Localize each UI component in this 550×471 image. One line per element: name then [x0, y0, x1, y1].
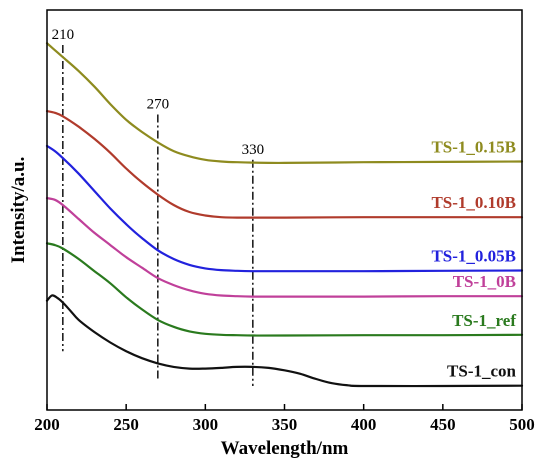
x-tick-label: 200 — [34, 415, 60, 434]
x-tick-label: 450 — [430, 415, 456, 434]
series-label-ts-1-0-15b: TS-1_0.15B — [431, 138, 516, 157]
series-label-ts-1-ref: TS-1_ref — [452, 311, 516, 330]
x-tick-label: 350 — [272, 415, 298, 434]
x-tick-label: 250 — [113, 415, 139, 434]
annotation-label-270: 270 — [147, 97, 170, 113]
series-line-ts-1-0-15b — [45, 42, 524, 165]
series-lines — [45, 42, 524, 388]
series-line-ts-1-con — [45, 294, 524, 388]
annotation-label-330: 330 — [242, 142, 265, 158]
series-line-ts-1-0-10b — [45, 110, 524, 219]
series-line-ts-1-ref — [45, 242, 524, 337]
series-line-ts-1-0b — [45, 197, 524, 298]
annotation-lines: 210 270 330 — [52, 27, 265, 386]
series-label-ts-1-0-05b: TS-1_0.05B — [431, 246, 516, 265]
series-labels: TS-1_0.15B TS-1_0.10B TS-1_0.05B TS-1_0B TS-… — [431, 138, 516, 381]
y-axis-title: Intensity/a.u. — [8, 157, 29, 264]
x-tick-label: 400 — [351, 415, 377, 434]
x-tick-label: 300 — [193, 415, 219, 434]
x-tick-label: 500 — [509, 415, 535, 434]
annotation-label-210: 210 — [52, 27, 75, 43]
x-axis-ticks: 200 250 300 350 400 450 500 — [34, 404, 535, 434]
series-line-ts-1-0-05b — [45, 144, 524, 273]
series-label-ts-1-0-10b: TS-1_0.10B — [431, 193, 516, 212]
series-label-ts-1-0b: TS-1_0B — [453, 272, 516, 291]
x-axis-title: Wavelength/nm — [221, 438, 349, 459]
series-label-ts-1-con: TS-1_con — [447, 362, 517, 381]
